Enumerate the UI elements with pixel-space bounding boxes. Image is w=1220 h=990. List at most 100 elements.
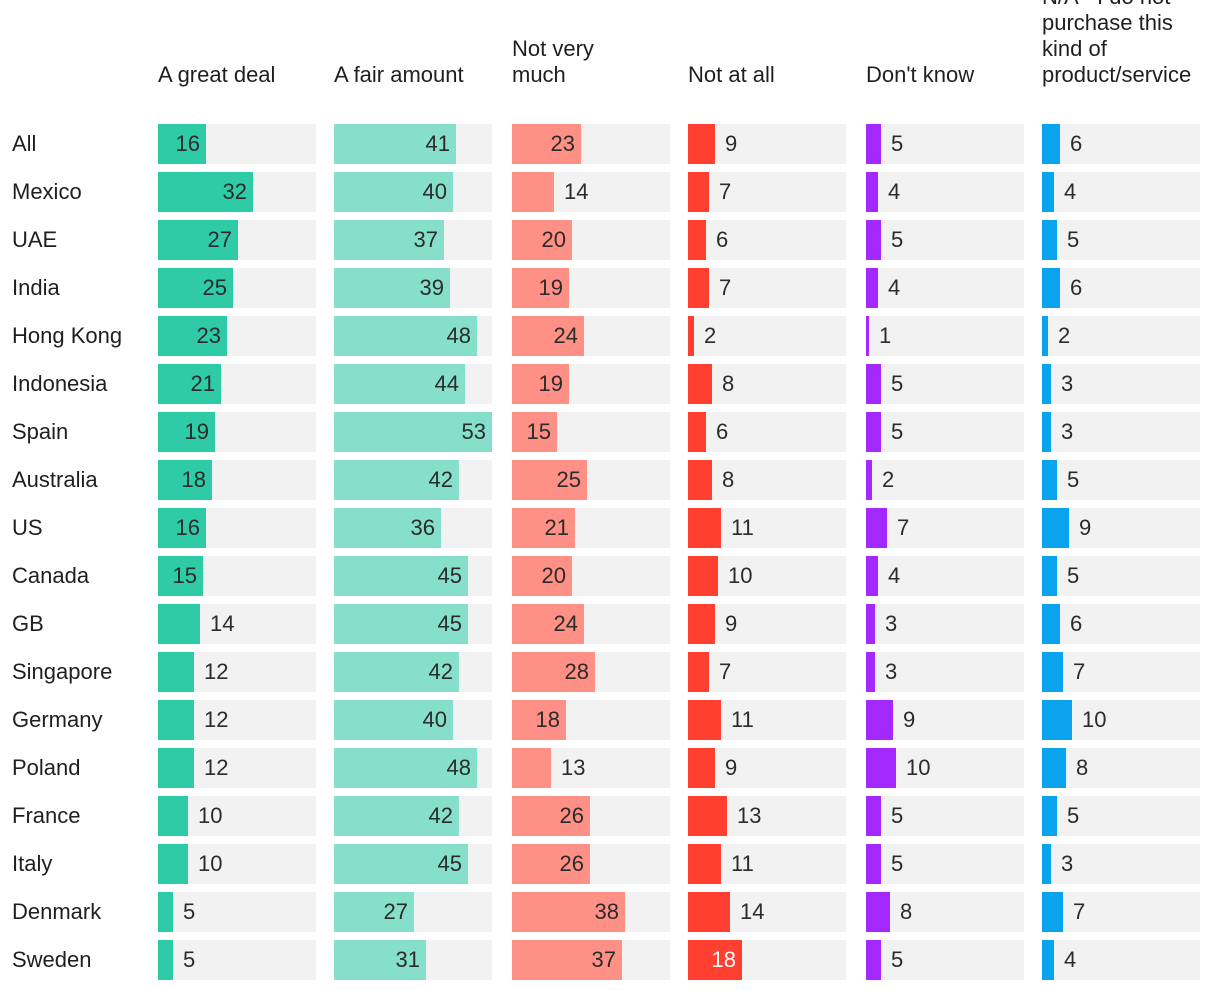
data-label: 19 (538, 371, 563, 396)
bar-track: 53 (334, 412, 492, 452)
bar (688, 796, 727, 836)
bar-track: 31 (334, 940, 492, 980)
bar-track: 26 (512, 844, 670, 884)
bar-track: 14 (158, 604, 316, 644)
bar-track: 5 (866, 412, 1024, 452)
bar-track: 5 (866, 940, 1024, 980)
bar (158, 172, 253, 212)
bar (688, 748, 715, 788)
bar (158, 796, 188, 836)
bar (1042, 316, 1048, 356)
column-header-0: A great deal (158, 62, 276, 87)
bar-track: 5 (1042, 796, 1200, 836)
bar-track: 3 (866, 604, 1024, 644)
data-label: 5 (891, 851, 904, 876)
bar-track: 15 (158, 556, 316, 596)
bar-track: 5 (866, 220, 1024, 260)
bar (158, 508, 206, 548)
bar (512, 556, 572, 596)
data-label: 45 (437, 611, 462, 636)
bar-track: 18 (512, 700, 670, 740)
data-label: 27 (383, 899, 408, 924)
data-label: 53 (461, 419, 486, 444)
data-label: 18 (535, 707, 560, 732)
bar (688, 220, 706, 260)
column-header-4: Don't know (866, 62, 975, 87)
data-label: 18 (181, 467, 206, 492)
row-label: Poland (12, 755, 81, 780)
bar-track: 6 (1042, 604, 1200, 644)
data-label: 11 (731, 707, 754, 732)
bar (512, 652, 595, 692)
data-label: 39 (419, 275, 444, 300)
data-label: 11 (731, 851, 754, 876)
data-label: 5 (891, 131, 904, 156)
bar-track: 9 (688, 124, 846, 164)
data-label: 32 (222, 179, 247, 204)
bar (334, 364, 465, 404)
row-label: All (12, 131, 37, 156)
bar (158, 700, 194, 740)
bar (1042, 220, 1057, 260)
bar (334, 316, 477, 356)
bar-track: 5 (158, 940, 316, 980)
data-label: 7 (897, 515, 910, 540)
bar (688, 556, 718, 596)
bar-track: 37 (512, 940, 670, 980)
data-label: 9 (1079, 515, 1092, 540)
bar (158, 652, 194, 692)
bar-track: 3 (1042, 844, 1200, 884)
bar-track: 23 (158, 316, 316, 356)
bar (512, 844, 590, 884)
bar (512, 124, 581, 164)
bar-track: 6 (688, 220, 846, 260)
bar (334, 796, 459, 836)
bar-track: 19 (512, 364, 670, 404)
bar-track: 40 (334, 172, 492, 212)
row-label: Mexico (12, 179, 82, 204)
data-label: 1 (879, 323, 892, 348)
row-label: Indonesia (12, 371, 108, 396)
bar (1042, 796, 1057, 836)
bar-track: 4 (866, 556, 1024, 596)
column-header-2: Not very much (512, 36, 594, 87)
bar (688, 508, 721, 548)
data-label: 3 (1061, 851, 1074, 876)
data-label: 5 (891, 947, 904, 972)
bar (158, 268, 233, 308)
data-label: 37 (413, 227, 438, 252)
bar (688, 316, 694, 356)
data-label: 10 (198, 803, 223, 828)
data-label: 40 (422, 707, 447, 732)
data-label: 4 (1064, 179, 1077, 204)
bar-track: 5 (866, 844, 1024, 884)
bar-track: 5 (1042, 460, 1200, 500)
bar-track: 10 (1042, 700, 1200, 740)
data-label: 25 (556, 467, 581, 492)
bar (866, 220, 881, 260)
data-label: 15 (526, 419, 551, 444)
bar (866, 364, 881, 404)
bar (1042, 460, 1057, 500)
bar (1042, 652, 1063, 692)
bar (158, 124, 206, 164)
bar-track: 6 (688, 412, 846, 452)
bar (1042, 268, 1060, 308)
bar (158, 940, 173, 980)
bar-track: 8 (1042, 748, 1200, 788)
data-label: 4 (888, 275, 901, 300)
bar (512, 892, 625, 932)
data-label: 48 (446, 755, 471, 780)
data-label: 4 (1064, 947, 1077, 972)
bar-track: 20 (512, 556, 670, 596)
bar-track: 5 (866, 364, 1024, 404)
row-label: US (12, 515, 43, 540)
bar (866, 700, 893, 740)
data-label: 6 (716, 419, 729, 444)
bar (1042, 124, 1060, 164)
bar-track: 7 (688, 652, 846, 692)
bar (334, 940, 426, 980)
bar (512, 508, 575, 548)
bar-track: 11 (688, 700, 846, 740)
bar (512, 412, 557, 452)
